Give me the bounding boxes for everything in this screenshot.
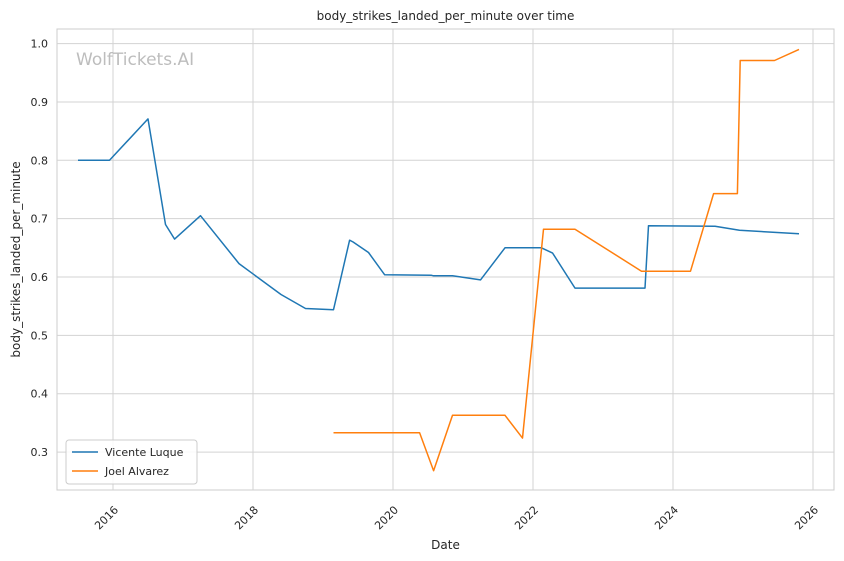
y-tick-label: 0.4 [31,388,49,401]
legend-box [65,439,198,485]
watermark-text: WolfTickets.AI [76,50,194,70]
y-axis-title: body_strikes_landed_per_minute [9,161,23,357]
x-tick-label: 2022 [512,503,541,532]
y-tick-label: 0.8 [31,154,49,167]
x-tick-label: 2016 [92,503,121,532]
x-tick-label: 2020 [372,503,401,532]
y-tick-label: 0.6 [31,271,49,284]
series-lines [78,48,800,472]
plot-area [56,28,835,491]
y-tick-label: 0.3 [31,446,49,459]
grid-lines [57,29,834,490]
x-tick-label: 2024 [652,503,681,532]
y-tick-label: 1.0 [31,38,49,51]
legend-label-vicente-luque: Vicente Luque [105,446,184,459]
y-tick-label: 0.5 [31,329,49,342]
x-axis-title: Date [431,538,460,552]
legend-label-joel-alvarez: Joel Alvarez [104,465,169,478]
series-line-joel-alvarez [333,48,800,472]
x-tick-label: 2018 [232,503,261,532]
x-tick-label: 2026 [792,503,821,532]
y-tick-label: 0.7 [31,213,49,226]
chart-title: body_strikes_landed_per_minute over time [317,9,575,23]
series-line-vicente-luque [78,118,800,311]
legend: Vicente Luque Joel Alvarez [65,439,198,485]
y-tick-label: 0.9 [31,96,49,109]
